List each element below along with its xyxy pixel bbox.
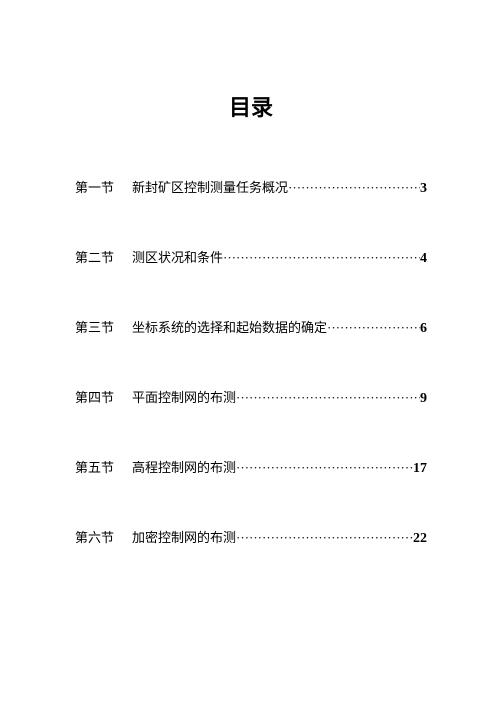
section-label: 第三节 xyxy=(75,317,114,336)
toc-page: 目录 第一节新封矿区控制测量任务概况······················… xyxy=(0,0,502,547)
page-number: 4 xyxy=(420,251,427,267)
page-number: 22 xyxy=(413,531,427,547)
leader-dots: ········································… xyxy=(288,180,420,196)
section-title: 平面控制网的布测 xyxy=(132,387,236,406)
page-title: 目录 xyxy=(75,90,427,122)
leader-dots: ········································… xyxy=(236,460,413,476)
page-number: 6 xyxy=(420,321,427,337)
toc-entry: 第五节高程控制网的布测·····························… xyxy=(75,457,427,477)
leader-dots: ········································… xyxy=(327,320,420,336)
section-label: 第一节 xyxy=(75,177,114,196)
section-title: 坐标系统的选择和起始数据的确定 xyxy=(132,317,327,336)
page-number: 9 xyxy=(420,391,427,407)
leader-dots: ········································… xyxy=(223,250,420,266)
section-title: 测区状况和条件 xyxy=(132,247,223,266)
toc-entry: 第二节测区状况和条件······························… xyxy=(75,247,427,267)
section-label: 第四节 xyxy=(75,387,114,406)
toc-entry: 第三节坐标系统的选择和起始数据的确定······················… xyxy=(75,317,427,337)
leader-dots: ········································… xyxy=(236,530,413,546)
toc-entry: 第一节新封矿区控制测量任务概况·························… xyxy=(75,177,427,197)
page-number: 3 xyxy=(420,181,427,197)
toc-entry: 第六节加密控制网的布测·····························… xyxy=(75,527,427,547)
section-label: 第六节 xyxy=(75,527,114,546)
section-label: 第二节 xyxy=(75,247,114,266)
section-title: 新封矿区控制测量任务概况 xyxy=(132,177,288,196)
section-label: 第五节 xyxy=(75,457,114,476)
leader-dots: ········································… xyxy=(236,390,420,406)
section-title: 高程控制网的布测 xyxy=(132,457,236,476)
section-title: 加密控制网的布测 xyxy=(132,527,236,546)
toc-entry: 第四节平面控制网的布测·····························… xyxy=(75,387,427,407)
page-number: 17 xyxy=(413,461,427,477)
toc-list: 第一节新封矿区控制测量任务概况·························… xyxy=(75,177,427,547)
